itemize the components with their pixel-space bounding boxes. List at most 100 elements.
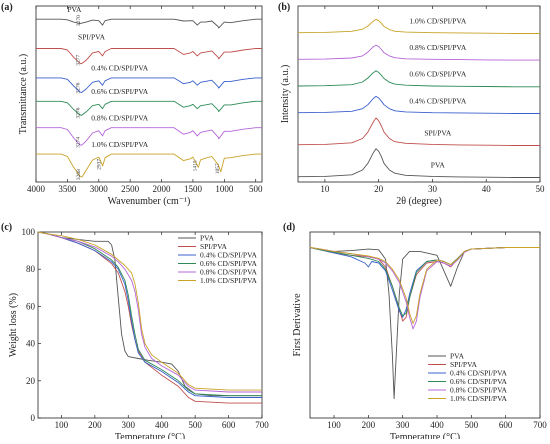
x-tick-label: 400 <box>155 420 169 430</box>
x-tick-label: 200 <box>362 420 376 430</box>
x-tick-label: 200 <box>88 420 102 430</box>
series-line <box>309 247 540 317</box>
series-line <box>309 247 540 330</box>
legend-label: 0.4% CD/SPI/PVA <box>450 369 508 378</box>
y-tick-label: 60 <box>26 301 36 311</box>
series-line <box>37 231 262 398</box>
y-tick-label: 20 <box>26 376 36 386</box>
plot-frame <box>37 231 263 419</box>
legend-label: PVA <box>200 234 215 243</box>
series-line <box>297 44 540 61</box>
peak-annotation: 2937 <box>97 159 103 170</box>
legend-label: 0.8% CD/SPI/PVA <box>200 268 258 277</box>
panel-d-dtg: (d) 100 200 300 400 500 600 700 Temperature (°C)… <box>283 222 547 443</box>
panel-a-ftir: (a) 4000 3500 3000 2500 2000 1500 1000 500 Wavenu… <box>1 2 263 207</box>
legend-label: PVA <box>450 352 465 361</box>
x-tick-label: 30 <box>428 184 438 194</box>
legend-label: 0.6% CD/SPI/PVA <box>200 259 258 268</box>
plot-frame <box>309 231 541 419</box>
y-tick-label: 40 <box>26 339 36 349</box>
peak-annotation: 3274 <box>76 137 82 148</box>
y-tick-label: 100 <box>22 227 36 237</box>
x-tick-label: 600 <box>499 420 513 430</box>
series-line <box>36 48 262 65</box>
x-tick-label: 4000 <box>27 184 46 194</box>
series-line <box>297 117 540 146</box>
series-line <box>36 153 262 178</box>
series-label: 1.0% CD/SPI/PVA <box>409 16 467 25</box>
series-label: 0.4% CD/SPI/PVA <box>91 64 149 73</box>
series-label: PVA <box>431 160 446 169</box>
series-line <box>36 100 262 116</box>
legend-label: 1.0% CD/SPI/PVA <box>200 276 258 285</box>
series-label: PVA <box>67 5 82 14</box>
y-tick-label: 80 <box>26 264 36 274</box>
x-tick-label: 500 <box>465 420 479 430</box>
legend-label: 0.6% CD/SPI/PVA <box>450 377 508 386</box>
x-tick-label: 3500 <box>58 184 77 194</box>
series-line <box>297 95 540 114</box>
series-label: 0.8% CD/SPI/PVA <box>409 43 467 52</box>
x-tick-label: 40 <box>482 184 492 194</box>
x-tick-label: 600 <box>222 420 236 430</box>
legend-label: 0.8% CD/SPI/PVA <box>450 386 508 395</box>
x-tick-label: 2000 <box>153 184 172 194</box>
x-tick-label: 100 <box>55 420 69 430</box>
y-axis-label: Intensity (a.u.) <box>280 65 291 124</box>
panel-label: (d) <box>283 222 295 233</box>
series-line <box>309 247 540 318</box>
legend-label: SPI/PVA <box>450 360 478 369</box>
x-tick-label: 700 <box>533 420 547 430</box>
peak-annotation: 3276 <box>75 82 81 93</box>
series-line <box>37 231 262 393</box>
x-axis-label: Temperature (°C) <box>390 432 460 439</box>
x-tick-label: 300 <box>396 420 410 430</box>
legend-label: SPI/PVA <box>200 242 228 251</box>
x-tick-label: 100 <box>327 420 341 430</box>
series-label: 0.8% CD/SPI/PVA <box>91 113 149 122</box>
plot-frame <box>297 5 541 183</box>
x-tick-label: 20 <box>374 184 384 194</box>
series-label: 1.0% CD/SPI/PVA <box>91 140 149 149</box>
series-line <box>297 70 540 88</box>
x-tick-label: 1000 <box>215 184 234 194</box>
x-tick-label: 1500 <box>184 184 203 194</box>
series-line <box>309 247 540 324</box>
y-axis-label: First Derivative <box>292 293 303 357</box>
series-line <box>297 18 540 34</box>
y-tick-label: 0 <box>31 413 36 423</box>
series-label: SPI/PVA <box>78 33 106 42</box>
series-label: SPI/PVA <box>424 128 452 137</box>
series-line <box>36 18 262 29</box>
x-tick-label: 3000 <box>90 184 109 194</box>
y-axis-label: Weight loss (%) <box>8 293 19 357</box>
x-tick-label: 500 <box>188 420 202 430</box>
y-axis-label: Transmittance (a.u.) <box>18 54 29 134</box>
x-tick-label: 700 <box>255 420 269 430</box>
x-tick-label: 50 <box>536 184 546 194</box>
series-line <box>36 127 262 146</box>
panel-b-xrd: (b) 10 20 30 40 50 2θ (degree) Intensity (a.u.)… <box>278 2 545 207</box>
series-line <box>36 77 262 93</box>
series-label: 0.4% CD/SPI/PVA <box>409 96 467 105</box>
x-tick-label: 10 <box>320 184 330 194</box>
x-axis-label: Temperature (°C) <box>115 432 185 439</box>
series-line <box>37 231 262 391</box>
x-tick-label: 500 <box>249 184 263 194</box>
panel-label: (a) <box>1 2 13 13</box>
peak-annotation: 1057 <box>215 163 221 174</box>
plot-frame <box>35 5 263 183</box>
legend-label: 0.4% CD/SPI/PVA <box>200 251 258 260</box>
panel-c-tga: (c) 100 200 300 400 500 600 700 0 20 40 60 80 100 Temp… <box>1 222 269 443</box>
series-line <box>37 231 262 397</box>
peak-annotation: 3268 <box>76 169 82 180</box>
peak-annotation: 3277 <box>75 55 81 66</box>
x-tick-label: 2500 <box>121 184 140 194</box>
peak-annotation: 1415 <box>192 160 198 171</box>
series-line <box>297 148 540 178</box>
series-label: 0.6% CD/SPI/PVA <box>409 70 467 79</box>
peak-annotation: 3270 <box>76 15 82 26</box>
series-line <box>309 247 540 322</box>
series-line <box>309 247 540 400</box>
